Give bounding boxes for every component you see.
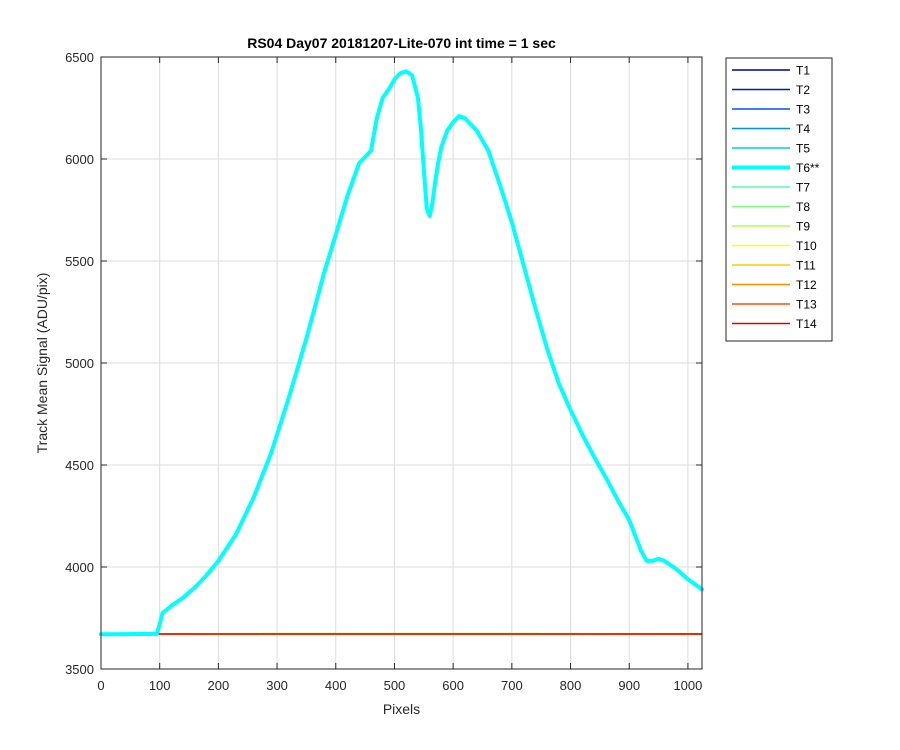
y-axis-label: Track Mean Signal (ADU/pix)	[34, 273, 50, 454]
series-layer	[99, 69, 704, 637]
x-tick-label: 0	[97, 678, 104, 693]
legend-label: T9	[796, 220, 810, 234]
y-tick-label: 5000	[65, 356, 94, 371]
legend-box	[725, 57, 833, 342]
legend-label: T8	[796, 200, 810, 214]
y-tick-label: 3500	[65, 662, 94, 677]
grid	[101, 57, 702, 669]
legend-label: T6**	[796, 161, 820, 175]
chart-title: RS04 Day07 20181207-Lite-070 int time = …	[247, 35, 556, 51]
x-tick-label: 700	[501, 678, 523, 693]
y-tick-label: 6000	[65, 152, 94, 167]
ticks: 0 100 200 300 400 500 600 700 800 900 1000 3500 4000…	[65, 50, 702, 693]
x-tick-label: 500	[384, 678, 406, 693]
x-tick-label: 300	[266, 678, 288, 693]
x-tick-label: 200	[208, 678, 230, 693]
legend-label: T14	[796, 317, 817, 331]
legend-label: T5	[796, 142, 810, 156]
plot-area: 0 100 200 300 400 500 600 700 800 900 1000 3500 4000…	[65, 50, 704, 693]
y-tick-label: 6500	[65, 50, 94, 65]
x-axis-label: Pixels	[383, 701, 420, 717]
legend: T1 T2 T3 T4 T5 T6** T7 T8 T9 T10 T11 T12 T13 T14	[725, 57, 833, 342]
x-tick-label: 900	[618, 678, 640, 693]
y-tick-label: 5500	[65, 254, 94, 269]
legend-label: T2	[796, 83, 810, 97]
legend-label: T11	[796, 259, 816, 273]
y-tick-label: 4000	[65, 560, 94, 575]
x-tick-label: 1000	[673, 678, 702, 693]
legend-label: T10	[796, 239, 817, 253]
legend-label: T12	[796, 278, 817, 292]
legend-label: T7	[796, 181, 810, 195]
x-tick-label: 400	[325, 678, 347, 693]
legend-label: T13	[796, 298, 817, 312]
series-line-t6	[99, 69, 704, 637]
legend-label: T1	[796, 64, 810, 78]
x-tick-label: 800	[560, 678, 582, 693]
x-tick-label: 600	[442, 678, 464, 693]
x-tick-label: 100	[149, 678, 171, 693]
legend-label: T3	[796, 103, 810, 117]
y-tick-label: 4500	[65, 458, 94, 473]
legend-label: T4	[796, 122, 810, 136]
